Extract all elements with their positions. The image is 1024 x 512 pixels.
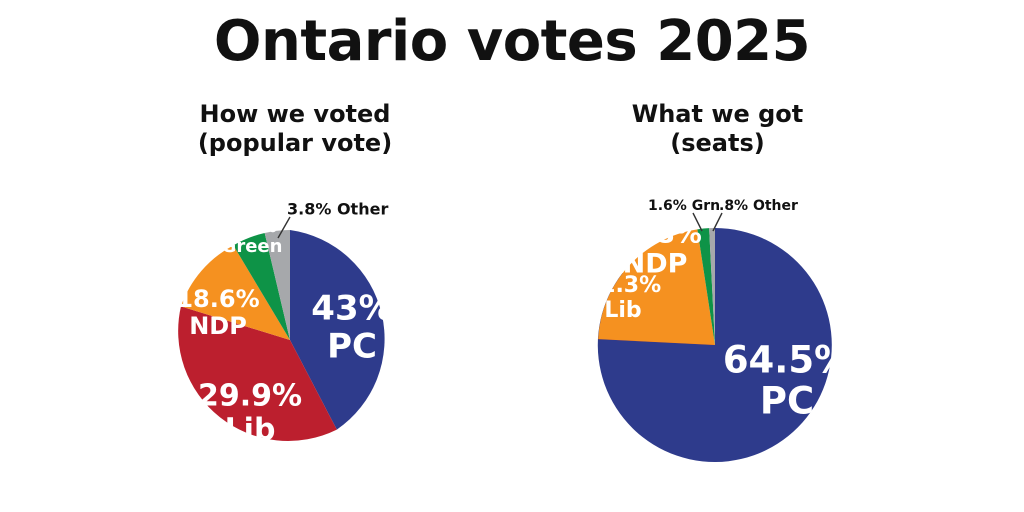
slice-label-pc: 43% PC <box>311 289 392 367</box>
slice-label-pc-name: PC <box>327 327 377 367</box>
slice-label-ndp: 21.8% NDP <box>608 219 702 280</box>
leader-line-other <box>712 212 723 232</box>
slice-label-ndp-pct: 21.8% <box>608 219 702 250</box>
slice-label-lib: 11.3% Lib <box>585 273 661 323</box>
pie-chart-popular-vote: 43% PC 29.9% Lib 18.6% NDP 4.8% Green 3. <box>130 100 460 512</box>
slice-label-green-name: Green <box>222 236 283 257</box>
pie-slice-lib[interactable] <box>598 273 715 345</box>
pie-slice-other[interactable] <box>709 228 715 345</box>
slice-label-green: 4.8% Green <box>222 216 283 257</box>
slice-label-green-pct: 4.8% <box>227 216 277 237</box>
slice-label-pc: 64.5% PC <box>723 339 851 423</box>
slice-label-ndp-name: NDP <box>189 312 247 340</box>
pie-slice-grn[interactable] <box>697 228 715 345</box>
slice-label-ndp: 18.6% NDP <box>176 285 259 340</box>
slice-label-ndp-pct: 18.6% <box>176 285 259 313</box>
pie-slice-pc[interactable] <box>597 228 832 462</box>
pie-slice-lib[interactable] <box>178 306 337 441</box>
panel-title-popular-vote: How we voted (popular vote) <box>130 100 460 159</box>
slice-label-lib-pct: 11.3% <box>585 273 661 298</box>
slice-label-pc-name: PC <box>760 380 814 423</box>
panel-title-line1: How we voted <box>199 100 391 128</box>
pie-svg-seats: 64.5% PC 11.3% Lib 21.8% NDP 1.6% Grn .8… <box>585 198 851 462</box>
callout-label-other: .8% Other <box>719 198 798 214</box>
pie-slice-pc[interactable] <box>290 230 385 430</box>
pie-chart-seats: 64.5% PC 11.3% Lib 21.8% NDP 1.6% Grn .8… <box>545 100 890 512</box>
panel-title-line1: What we got <box>631 100 804 128</box>
slice-label-pc-pct: 64.5% <box>723 339 851 382</box>
slice-label-ndp-name: NDP <box>623 249 688 280</box>
pie-slice-other[interactable] <box>264 230 290 340</box>
slice-label-lib-pct: 29.9% <box>198 379 302 414</box>
page-title: Ontario votes 2025 <box>213 9 811 74</box>
pie-svg-popular-vote: 43% PC 29.9% Lib 18.6% NDP 4.8% Green 3. <box>176 200 392 448</box>
panel-title-line2: (seats) <box>670 129 765 158</box>
slice-label-lib-name: Lib <box>225 413 276 448</box>
pie-slice-green[interactable] <box>233 233 290 340</box>
pie-slice-ndp[interactable] <box>598 229 715 345</box>
callout-label-other: 3.8% Other <box>287 200 388 219</box>
pie-slice-ndp[interactable] <box>180 245 290 340</box>
leader-line-other <box>277 216 291 239</box>
callout-label-grn: 1.6% Grn <box>648 198 720 214</box>
chart-panel-popular-vote: How we voted (popular vote) 43% PC <box>130 100 460 512</box>
panel-title-seats: What we got (seats) <box>545 100 890 159</box>
slice-label-lib-name: Lib <box>604 298 641 323</box>
chart-panel-seats: What we got (seats) 64.5% PC <box>545 100 890 512</box>
leader-line-grn <box>692 212 703 232</box>
slice-label-pc-pct: 43% <box>311 289 392 329</box>
slice-label-lib: 29.9% Lib <box>198 379 302 448</box>
panel-title-line2: (popular vote) <box>197 129 393 158</box>
